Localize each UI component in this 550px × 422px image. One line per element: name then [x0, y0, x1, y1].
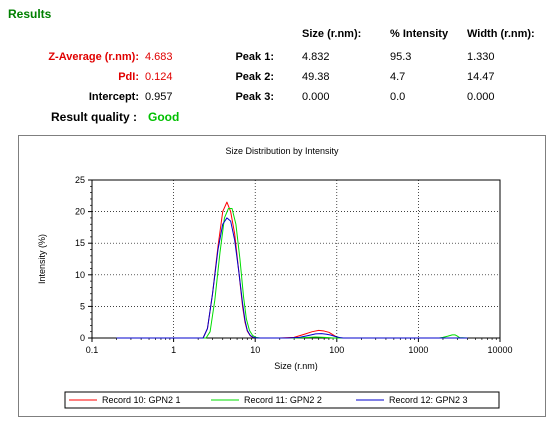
y-tick-label: 0: [80, 333, 85, 343]
series-lines: [116, 201, 468, 339]
peak-3-intensity: 0.0: [390, 91, 406, 103]
axis-ticks: 0.1 1 10 100 1000 10000 0 5 10 15 20 25: [75, 175, 513, 355]
peak-1-intensity: 95.3: [390, 51, 412, 63]
y-tick-label: 10: [75, 270, 85, 280]
pdi-value: 0.124: [145, 71, 173, 83]
x-tick-label: 100: [329, 345, 344, 355]
result-quality-label: Result quality :: [51, 110, 138, 124]
x-tick-label: 0.1: [86, 345, 99, 355]
peak-1-size: 4.832: [302, 51, 330, 63]
peak-2-intensity: 4.7: [390, 71, 406, 83]
series-line-3: [116, 217, 468, 339]
plot-area-border: [91, 179, 501, 339]
grid-lines: [92, 180, 500, 338]
chart-title: Size Distribution by Intensity: [225, 146, 339, 156]
y-tick-label: 15: [75, 238, 85, 248]
y-axis-label: Intensity (%): [37, 234, 47, 284]
z-average-value: 4.683: [145, 51, 173, 63]
width-column-header: Width (r.nm):: [467, 28, 535, 40]
intensity-column-header: % Intensity: [390, 28, 449, 40]
size-column-header: Size (r.nm):: [302, 28, 362, 40]
peak-1-label: Peak 1:: [235, 51, 274, 63]
z-average-label: Z-Average (r.nm):: [48, 51, 139, 63]
chart-frame: Size Distribution by Intensity 0.1 1 10 100…: [18, 135, 546, 417]
x-tick-label: 10000: [487, 345, 512, 355]
x-axis-label: Size (r.nm): [274, 361, 318, 371]
peak-3-size: 0.000: [302, 91, 330, 103]
legend-label-2: Record 11: GPN2 2: [244, 395, 322, 405]
series-line-1: [116, 201, 468, 339]
x-tick-label: 1: [171, 345, 176, 355]
size-distribution-chart: Size Distribution by Intensity 0.1 1 10 100…: [37, 146, 513, 409]
y-tick-label: 25: [75, 175, 85, 185]
result-quality-value: Good: [148, 110, 180, 124]
legend-label-1: Record 10: GPN2 1: [102, 395, 181, 405]
y-tick-label: 5: [80, 301, 85, 311]
pdi-label: PdI:: [118, 71, 139, 83]
peak-2-width: 14.47: [467, 71, 495, 83]
peak-1-width: 1.330: [467, 51, 495, 63]
peak-3-width: 0.000: [467, 91, 495, 103]
legend-label-3: Record 12: GPN2 3: [389, 395, 468, 405]
intercept-value: 0.957: [145, 91, 173, 103]
x-tick-label: 1000: [408, 345, 428, 355]
y-tick-label: 20: [75, 207, 85, 217]
x-tick-label: 10: [250, 345, 260, 355]
legend-box: [64, 391, 500, 409]
peak-2-size: 49.38: [302, 71, 330, 83]
chart-legend: Record 10: GPN2 1 Record 11: GPN2 2 Record…: [69, 395, 468, 405]
results-heading: Results: [8, 7, 52, 21]
series-line-2: [116, 207, 468, 339]
peak-2-label: Peak 2:: [235, 71, 274, 83]
intercept-label: Intercept:: [88, 91, 139, 103]
peak-3-label: Peak 3:: [235, 91, 274, 103]
